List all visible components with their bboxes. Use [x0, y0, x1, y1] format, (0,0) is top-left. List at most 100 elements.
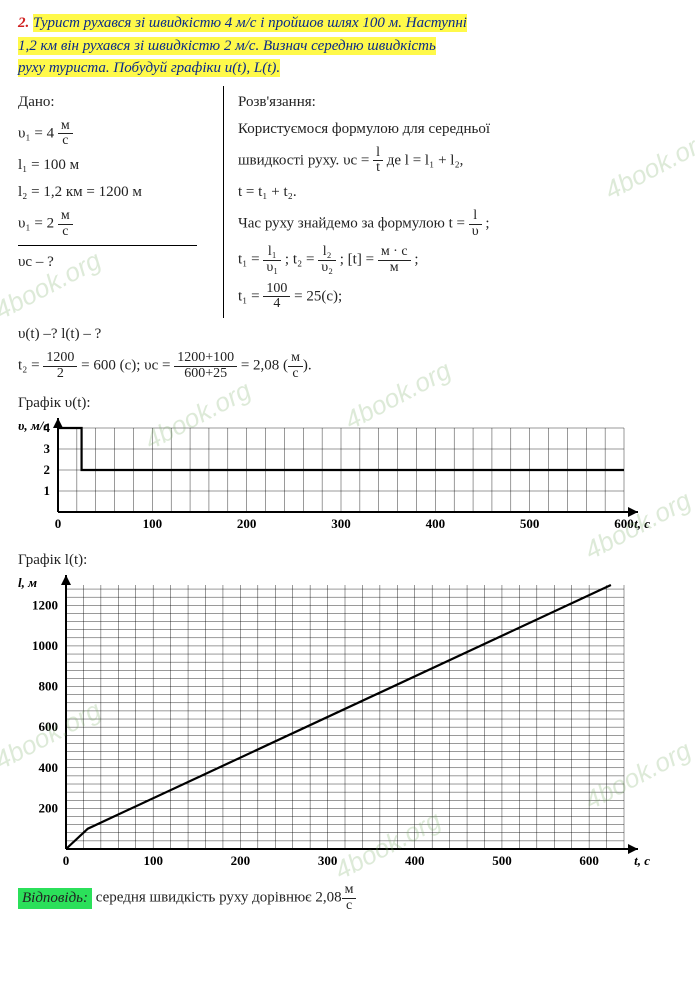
- unit-den: c: [58, 225, 73, 240]
- frac-num: l: [373, 146, 383, 162]
- solution-column: Розв'язання: Користуємося формулою для с…: [224, 86, 677, 319]
- unit-num: м: [58, 119, 73, 135]
- svg-text:l, м: l, м: [18, 575, 37, 590]
- text: t₁ =: [238, 288, 263, 304]
- given-find: υc – ?: [18, 252, 213, 273]
- given-solution-columns: Дано: υ₁ = 4 мc l₁ = 100 м l₂ = 1,2 км =…: [18, 86, 677, 319]
- given-title: Дано:: [18, 92, 213, 113]
- text: ; [t] =: [340, 252, 378, 268]
- svg-text:1000: 1000: [32, 638, 58, 653]
- solution-s3: t = t₁ + t₂.: [238, 182, 677, 203]
- frac-num: 1200+100: [174, 351, 237, 367]
- frac-den: c: [288, 367, 303, 382]
- solution-s5: t₁ = l₁υ₁ ; t₂ = l₂υ₂ ; [t] = м · cм ;: [238, 245, 677, 275]
- svg-text:t, c: t, c: [634, 853, 650, 868]
- text: ;: [414, 252, 418, 268]
- svg-text:400: 400: [426, 516, 446, 531]
- svg-text:300: 300: [331, 516, 351, 531]
- text: υc =: [144, 358, 174, 374]
- frac-den: м: [378, 261, 411, 276]
- solution-s1: Користуємося формулою для середньої: [238, 119, 677, 140]
- unit-num: м: [58, 209, 73, 225]
- svg-text:500: 500: [492, 853, 512, 868]
- text: = 600 (c);: [81, 358, 144, 374]
- frac-den: υ: [469, 225, 482, 240]
- solution-s7: t₂ = 12002 = 600 (c); υc = 1200+100600+2…: [18, 351, 677, 381]
- given-v1-label: υ₁ = 4: [18, 125, 54, 141]
- svg-text:300: 300: [318, 853, 338, 868]
- solution-title: Розв'язання:: [238, 92, 677, 113]
- problem-number: 2.: [18, 15, 29, 31]
- svg-text:800: 800: [39, 679, 59, 694]
- solution-vt-lt: υ(t) –? l(t) – ?: [18, 324, 677, 345]
- text: ; t₂ =: [285, 252, 318, 268]
- problem-text-l2: 1,2 км він рухався зі швидкістю 2 м/с. В…: [18, 37, 436, 55]
- unit-den: c: [58, 134, 73, 149]
- frac-num: 1200: [43, 351, 77, 367]
- frac-num: м · c: [378, 245, 411, 261]
- given-l1: l₁ = 100 м: [18, 155, 213, 176]
- text: ;: [485, 216, 489, 232]
- solution-s6: t₁ = 1004 = 25(c);: [238, 282, 677, 312]
- svg-text:3: 3: [44, 441, 51, 456]
- problem-statement: 2. Турист рухався зі швидкістю 4 м/с і п…: [18, 12, 677, 80]
- frac-den: 600+25: [174, 367, 237, 382]
- svg-text:0: 0: [63, 853, 70, 868]
- chart-l-title: Графік l(t):: [18, 552, 677, 569]
- frac-num: l₁: [263, 245, 281, 261]
- text: t₂ =: [18, 358, 43, 374]
- given-column: Дано: υ₁ = 4 мc l₁ = 100 м l₂ = 1,2 км =…: [18, 86, 224, 319]
- frac-den: 2: [43, 367, 77, 382]
- text: швидкості руху.: [238, 152, 343, 168]
- text: ).: [303, 358, 312, 374]
- frac-den: 4: [263, 297, 290, 312]
- unit-den: c: [342, 899, 357, 914]
- frac-num: l: [469, 209, 482, 225]
- chart-v: 01002003004005006001234υ, м/ct, c: [14, 418, 677, 538]
- svg-text:400: 400: [39, 760, 59, 775]
- answer-text: середня швидкість руху дорівнює 2,08: [96, 890, 342, 906]
- frac-den: t: [373, 161, 383, 176]
- frac-den: υ₂: [318, 261, 336, 276]
- svg-text:100: 100: [143, 853, 163, 868]
- given-v1: υ₁ = 4 мc: [18, 119, 213, 149]
- text: = 25(c);: [294, 288, 342, 304]
- chart-l: 0 100 200 300 400 500 600 200 400 600 800 1000 1200 l…: [14, 575, 677, 875]
- svg-text:0: 0: [55, 516, 62, 531]
- svg-text:200: 200: [231, 853, 251, 868]
- text: t₁ =: [238, 252, 263, 268]
- svg-text:200: 200: [237, 516, 257, 531]
- svg-text:υ, м/c: υ, м/c: [18, 418, 49, 433]
- solution-s2: швидкості руху. υc = lt де l = l₁ + l₂,: [238, 146, 677, 176]
- svg-text:500: 500: [520, 516, 540, 531]
- svg-text:600: 600: [579, 853, 599, 868]
- svg-text:100: 100: [143, 516, 163, 531]
- answer-row: Відповідь: середня швидкість руху дорівн…: [18, 883, 677, 913]
- svg-text:1: 1: [44, 483, 51, 498]
- text: = 2,08 (: [241, 358, 288, 374]
- given-v2-label: υ₁ = 2: [18, 216, 54, 232]
- frac-den: υ₁: [263, 261, 281, 276]
- chart-v-title: Графік υ(t):: [18, 395, 677, 412]
- text: Час руху знайдемо за формулою t =: [238, 216, 469, 232]
- svg-text:200: 200: [39, 801, 59, 816]
- svg-text:400: 400: [405, 853, 425, 868]
- problem-text-l1: Турист рухався зі швидкістю 4 м/с і прой…: [33, 14, 467, 32]
- frac-num: м: [288, 351, 303, 367]
- text: υc =: [343, 152, 369, 168]
- solution-s4: Час руху знайдемо за формулою t = lυ ;: [238, 209, 677, 239]
- given-l2: l₂ = 1,2 км = 1200 м: [18, 182, 213, 203]
- frac-num: l₂: [318, 245, 336, 261]
- svg-text:1200: 1200: [32, 598, 58, 613]
- given-divider: [18, 245, 197, 246]
- chart-l-svg: 0 100 200 300 400 500 600 200 400 600 800 1000 1200 l…: [14, 575, 654, 875]
- svg-text:2: 2: [44, 462, 51, 477]
- problem-text-l3: руху туриста. Побудуй графіки u(t), L(t)…: [18, 59, 280, 77]
- unit-num: м: [342, 883, 357, 899]
- svg-text:600: 600: [39, 720, 59, 735]
- svg-text:600: 600: [614, 516, 634, 531]
- given-v2: υ₁ = 2 мc: [18, 209, 213, 239]
- text: де l = l₁ + l₂,: [387, 152, 464, 168]
- chart-v-svg: 01002003004005006001234υ, м/ct, c: [14, 418, 654, 538]
- answer-label: Відповідь:: [18, 888, 92, 909]
